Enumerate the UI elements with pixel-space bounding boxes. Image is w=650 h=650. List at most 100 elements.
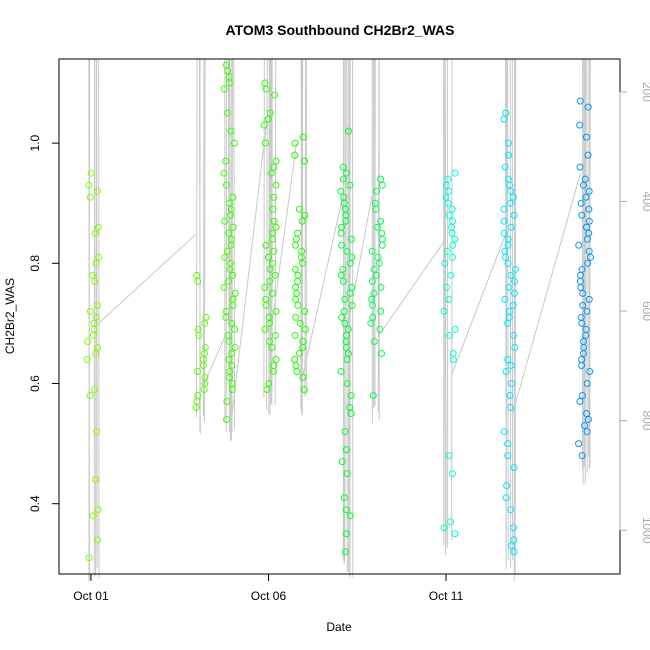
data-point: [262, 85, 270, 93]
data-point: [83, 355, 91, 363]
data-point: [229, 301, 237, 309]
data-point: [576, 163, 584, 171]
data-point: [507, 506, 515, 514]
data-point: [294, 229, 302, 237]
data-point: [506, 392, 514, 400]
y-axis-title: CH2Br2_WAS: [3, 278, 17, 354]
data-point: [272, 157, 280, 165]
data-point: [449, 241, 457, 249]
data-point: [342, 343, 350, 351]
data-point: [343, 355, 351, 363]
data-point: [442, 193, 450, 201]
data-point: [584, 151, 592, 159]
data-points: [83, 61, 594, 562]
data-point: [225, 337, 233, 345]
data-point: [510, 536, 518, 544]
data-point: [268, 289, 276, 297]
data-point: [343, 470, 351, 478]
transit-line: [348, 191, 374, 322]
data-point: [586, 253, 594, 261]
data-point: [504, 259, 512, 267]
data-point: [368, 301, 376, 309]
data-point: [261, 325, 269, 333]
data-point: [222, 157, 230, 165]
data-point: [295, 205, 303, 213]
profile-line: [342, 58, 345, 560]
data-point: [502, 109, 510, 117]
y-tick-label: 0.6: [28, 375, 42, 392]
data-point: [271, 271, 279, 279]
data-point: [578, 211, 586, 219]
transit-line: [94, 232, 198, 328]
data-point: [339, 163, 347, 171]
data-point: [94, 506, 102, 514]
data-point: [506, 199, 514, 207]
data-point: [299, 343, 307, 351]
data-point: [93, 536, 101, 544]
profile-line: [268, 58, 270, 414]
data-point: [220, 85, 228, 93]
data-point: [271, 331, 279, 339]
data-point: [444, 199, 452, 207]
data-point: [342, 506, 350, 514]
data-point: [270, 367, 278, 375]
x-axis-title: Date: [326, 620, 352, 634]
data-point: [94, 187, 102, 195]
data-point: [93, 301, 101, 309]
data-point: [500, 205, 508, 213]
data-point: [502, 494, 510, 502]
data-point: [583, 410, 591, 418]
data-point: [270, 247, 278, 255]
data-point: [298, 217, 306, 225]
data-point: [508, 542, 516, 550]
data-point: [505, 307, 513, 315]
data-point: [584, 416, 592, 424]
data-point: [441, 259, 449, 267]
data-point: [347, 235, 355, 243]
data-point: [291, 241, 299, 249]
data-point: [262, 301, 270, 309]
data-point: [585, 187, 593, 195]
data-point: [507, 404, 515, 412]
data-point: [501, 163, 509, 171]
data-point: [343, 247, 351, 255]
data-point: [577, 283, 585, 291]
data-point: [341, 428, 349, 436]
data-point: [448, 217, 456, 225]
data-point: [291, 331, 299, 339]
data-point: [342, 217, 350, 225]
data-point: [339, 277, 347, 285]
data-point: [91, 277, 99, 285]
data-point: [221, 253, 229, 261]
data-point: [266, 337, 274, 345]
data-point: [301, 307, 309, 315]
data-point: [449, 349, 457, 357]
profile-line: [588, 58, 591, 469]
data-point: [342, 169, 350, 177]
data-point: [266, 319, 274, 327]
data-point: [270, 217, 278, 225]
data-point: [223, 109, 231, 117]
data-point: [509, 331, 517, 339]
data-point: [225, 277, 233, 285]
data-point: [448, 229, 456, 237]
data-point: [346, 181, 354, 189]
data-point: [89, 512, 97, 520]
data-point: [338, 313, 346, 321]
data-point: [86, 307, 94, 315]
data-point: [227, 319, 235, 327]
data-point: [222, 313, 230, 321]
data-point: [502, 367, 510, 375]
data-point: [220, 283, 228, 291]
y-tick-label: 1.0: [28, 134, 42, 151]
data-point: [91, 229, 99, 237]
data-point: [299, 133, 307, 141]
x-tick-label: Oct 01: [73, 589, 109, 603]
data-point: [451, 530, 459, 538]
data-point: [291, 265, 299, 273]
data-point: [265, 380, 273, 388]
data-point: [369, 392, 377, 400]
data-point: [85, 181, 93, 189]
data-point: [220, 169, 228, 177]
data-point: [270, 193, 278, 201]
